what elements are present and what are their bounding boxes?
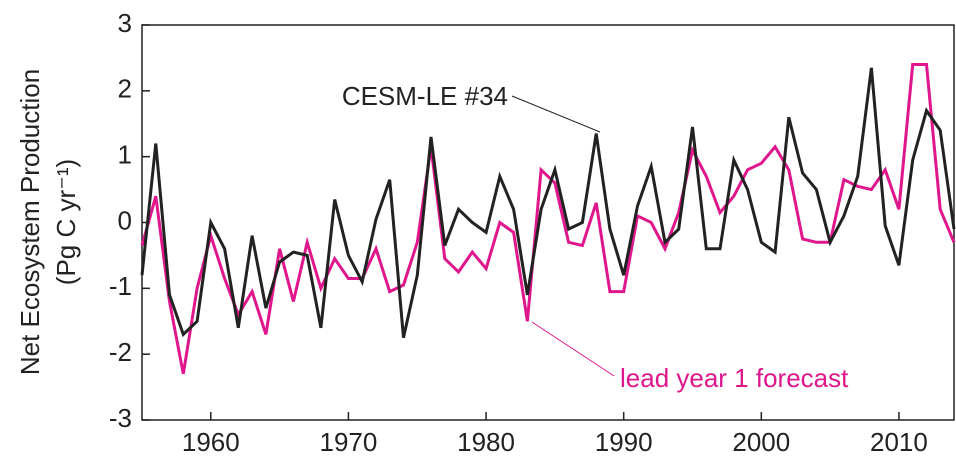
y-tick-label: -2 [109,337,132,367]
annotation-leader [531,321,615,377]
y-tick-label: 2 [118,74,132,104]
y-tick-label: 1 [118,140,132,170]
y-tick-label: -3 [109,403,132,433]
y-tick-label: -1 [109,271,132,301]
y-tick-label: 0 [118,205,132,235]
x-tick-label: 2010 [870,427,928,457]
annotation-leader [511,95,601,133]
x-tick-label: 1980 [457,427,515,457]
series-line [140,63,956,375]
x-tick-label: 1970 [320,427,378,457]
x-tick-label: 1960 [182,427,240,457]
series-annotation: lead year 1 forecast [620,363,849,393]
series-line [140,67,956,339]
y-axis-label-line: Net Ecosystem Production [15,69,45,375]
x-tick-label: 1990 [595,427,653,457]
y-axis-label: Net Ecosystem Production (Pg C yr⁻¹) [15,69,81,375]
y-tick-label: 3 [118,8,132,38]
plot-frame [141,24,955,421]
x-tick-label: 2000 [732,427,790,457]
y-axis-label-line: (Pg C yr⁻¹) [51,159,81,285]
series-annotation: CESM-LE #34 [342,81,508,111]
